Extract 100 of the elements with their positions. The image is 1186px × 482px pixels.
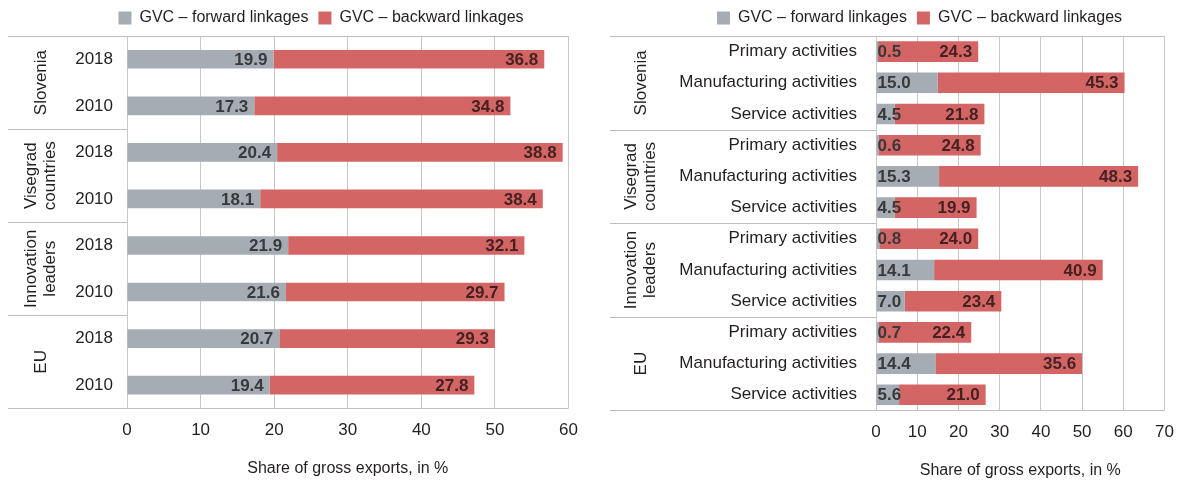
data-label: 19.9	[937, 198, 971, 218]
y-tick-label: Primary activities	[728, 322, 857, 342]
bar	[939, 166, 1139, 187]
y-tick-label: Manufacturing activities	[679, 353, 857, 373]
x-tick-label: 10	[907, 422, 927, 442]
y-tick-label: Manufacturing activities	[679, 166, 857, 186]
x-tick-label: 10	[191, 420, 211, 440]
x-tick-label: 0	[122, 420, 132, 440]
y-tick-label: 2010	[75, 374, 113, 394]
data-label: 35.6	[1043, 354, 1077, 374]
bar	[127, 143, 278, 162]
data-label: 18.1	[221, 189, 255, 209]
y-tick-label: 2018	[75, 142, 113, 162]
bar	[127, 49, 274, 69]
data-label: 40.9	[1063, 260, 1097, 280]
bar	[269, 375, 475, 395]
data-label: 0.5	[877, 42, 902, 62]
data-label: 21.8	[945, 104, 979, 124]
text: Visegrad countries	[21, 141, 60, 211]
y-tick-label: Manufacturing activities	[679, 72, 857, 92]
x-tick-label: 50	[1072, 422, 1092, 442]
data-label: 24.8	[941, 135, 975, 155]
data-label: 27.8	[435, 375, 469, 395]
x-tick-label: 30	[990, 422, 1010, 442]
y-tick-label: Primary activities	[728, 228, 857, 248]
data-label: 23.4	[962, 291, 996, 311]
y-tick-label: 2010	[75, 281, 113, 301]
x-tick-label: 70	[1155, 422, 1175, 442]
text: Slovenia	[630, 49, 650, 116]
y-tick-label: 2010	[75, 188, 113, 208]
data-label: 21.9	[249, 236, 283, 256]
bar	[279, 329, 495, 348]
legend-label: GVC – backward linkages	[339, 8, 524, 26]
x-tick-label: 40	[1031, 422, 1051, 442]
data-label: 36.8	[505, 49, 539, 69]
data-label: 15.0	[877, 73, 911, 93]
x-tick-label: 60	[1113, 422, 1133, 442]
y-tick-label: 2018	[75, 328, 113, 348]
y-tick-label: Service activities	[730, 197, 857, 217]
data-label: 17.3	[215, 96, 249, 116]
data-label: 24.0	[939, 229, 973, 249]
data-label: 0.6	[877, 135, 902, 155]
y-tick-label: 2018	[75, 48, 113, 68]
bar	[935, 353, 1083, 374]
data-label: 21.0	[946, 385, 980, 405]
text: Visegrad countries	[621, 141, 660, 211]
x-tick-label: 30	[338, 420, 358, 440]
text: Slovenia	[30, 49, 50, 116]
y-tick-label: Primary activities	[728, 134, 857, 154]
y-tick-label: Manufacturing activities	[679, 259, 857, 279]
data-label: 15.3	[877, 167, 911, 187]
y-tick-label: 2018	[75, 235, 113, 255]
data-label: 29.3	[455, 329, 489, 349]
bar	[288, 236, 525, 255]
legend-label: GVC – forward linkages	[139, 8, 309, 26]
y-tick-label: Service activities	[730, 290, 857, 310]
data-label: 45.3	[1085, 73, 1119, 93]
data-label: 0.8	[877, 229, 902, 249]
legend-label: GVC – forward linkages	[737, 8, 907, 26]
bar	[254, 96, 511, 116]
legend-label: GVC – backward linkages	[937, 8, 1123, 26]
data-label: 19.4	[230, 375, 265, 395]
bar	[285, 282, 505, 302]
x-tick-label: 60	[559, 420, 579, 440]
y-tick-label: Primary activities	[728, 41, 857, 61]
x-tick-label: 40	[411, 420, 431, 440]
data-label: 14.4	[877, 354, 912, 374]
bar	[127, 236, 289, 255]
x-tick-label: 50	[485, 420, 505, 440]
data-label: 48.3	[1099, 167, 1133, 187]
data-label: 32.1	[485, 236, 519, 256]
bar	[273, 49, 545, 69]
data-label: 24.3	[939, 42, 973, 62]
text: EU	[630, 351, 650, 376]
data-label: 19.9	[234, 49, 268, 69]
bar	[934, 259, 1103, 281]
data-label: 14.1	[877, 260, 911, 280]
text: Innovation leaders	[621, 230, 660, 310]
data-label: 38.4	[503, 189, 538, 209]
data-label: 7.0	[877, 291, 902, 311]
data-label: 21.6	[246, 282, 280, 302]
bar	[937, 72, 1125, 94]
y-tick-label: Service activities	[730, 384, 857, 404]
data-label: 34.8	[471, 96, 505, 116]
data-label: 0.7	[877, 323, 902, 343]
x-tick-label: 0	[871, 422, 881, 442]
x-tick-label: 20	[264, 420, 284, 440]
data-label: 38.8	[523, 143, 557, 163]
bar	[260, 189, 543, 209]
bar	[277, 143, 563, 162]
data-label: 20.7	[240, 329, 274, 349]
text: Innovation leaders	[21, 229, 60, 308]
data-label: 22.4	[932, 323, 966, 343]
y-tick-label: Service activities	[730, 103, 857, 123]
x-axis-title: Share of gross exports, in %	[919, 460, 1121, 478]
data-label: 29.7	[465, 282, 499, 302]
data-label: 20.4	[238, 143, 272, 163]
y-tick-label: 2010	[75, 95, 113, 115]
x-tick-label: 20	[948, 422, 968, 442]
text: EU	[30, 350, 50, 374]
